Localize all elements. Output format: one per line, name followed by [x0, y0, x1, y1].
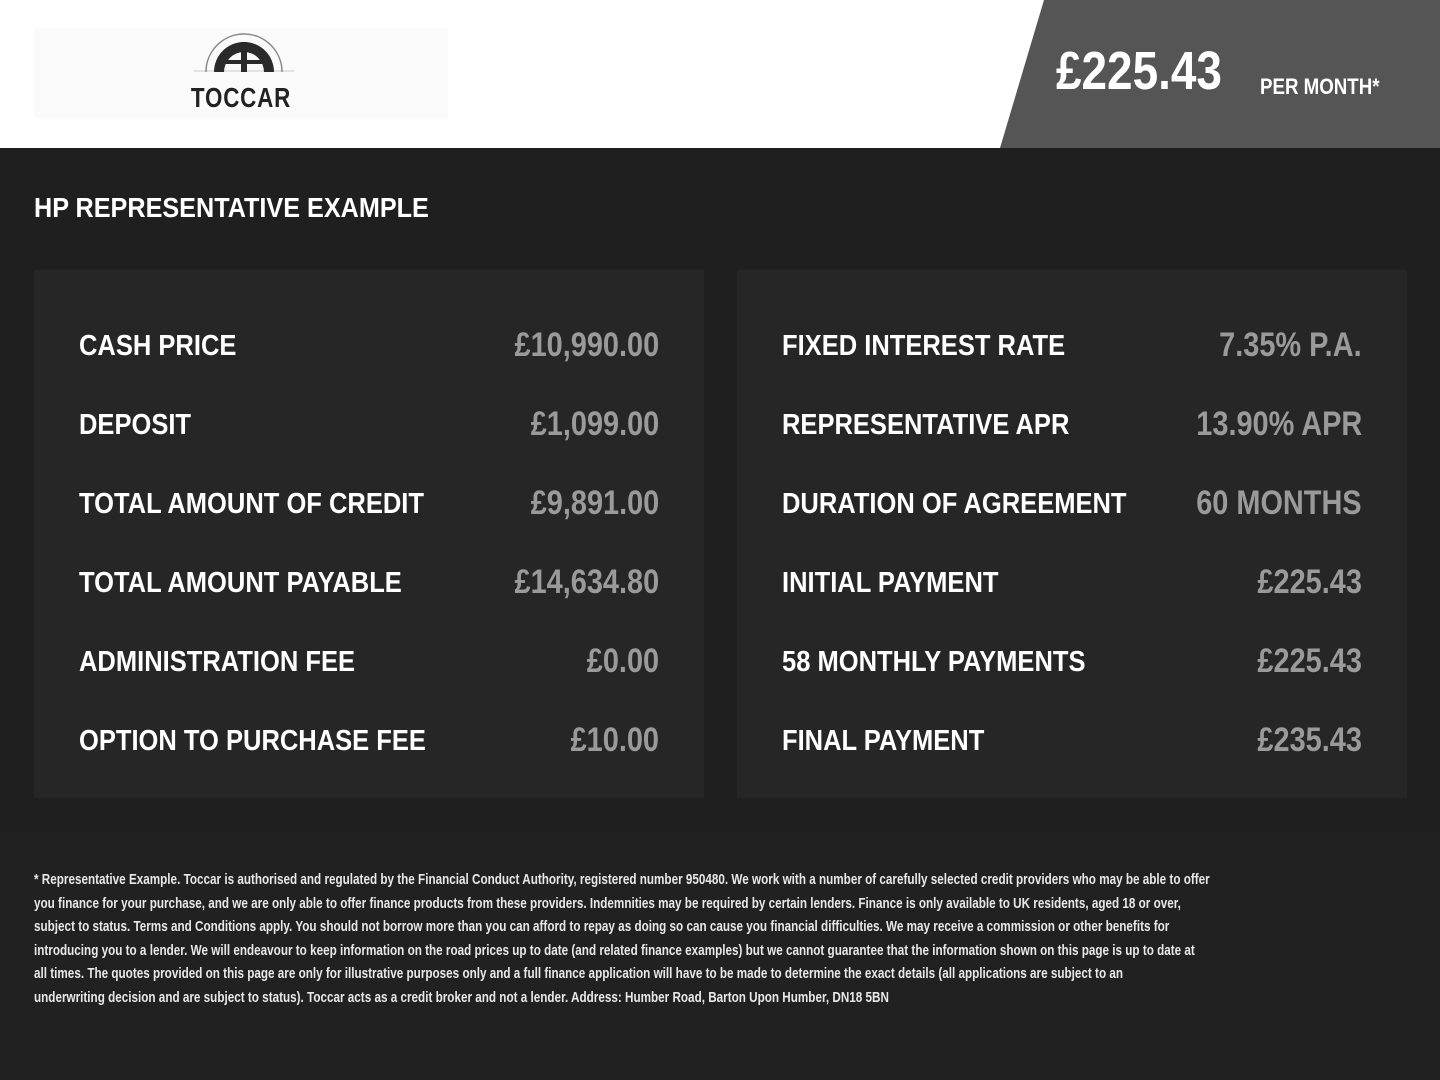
finance-value: £0.00	[586, 642, 659, 680]
finance-row: TOTAL AMOUNT PAYABLE £14,634.80	[79, 563, 659, 607]
finance-value: £10,990.00	[514, 326, 659, 364]
disclaimer-line: all times. The quotes provided on this p…	[34, 965, 1124, 983]
finance-panel-left: CASH PRICE £10,990.00 DEPOSIT £1,099.00 TOTA…	[34, 270, 704, 798]
section-title: HP REPRESENTATIVE EXAMPLE	[34, 192, 429, 223]
finance-label: REPRESENTATIVE APR	[782, 409, 1070, 441]
finance-value: £14,634.80	[514, 563, 659, 601]
disclaimer-line: introducing you to a lender. We will end…	[34, 941, 1195, 959]
finance-value: £235.43	[1257, 721, 1362, 759]
finance-label: TOTAL AMOUNT OF CREDIT	[79, 488, 424, 520]
finance-label: DEPOSIT	[79, 409, 192, 441]
finance-label: OPTION TO PURCHASE FEE	[79, 725, 426, 757]
finance-row: DEPOSIT £1,099.00	[79, 405, 659, 449]
finance-value: £225.43	[1257, 642, 1362, 680]
finance-row: ADMINISTRATION FEE £0.00	[79, 642, 659, 686]
disclaimer-line: subject to status. Terms and Conditions …	[34, 918, 1170, 936]
finance-label: ADMINISTRATION FEE	[79, 646, 355, 678]
finance-row: FIXED INTEREST RATE 7.35% P.A.	[782, 326, 1362, 370]
finance-row: OPTION TO PURCHASE FEE £10.00	[79, 721, 659, 765]
header: TOCCAR £225.43 PER MONTH*	[0, 0, 1440, 148]
finance-label: CASH PRICE	[79, 330, 237, 362]
finance-label: FIXED INTEREST RATE	[782, 330, 1066, 362]
disclaimer-text: * Representative Example. Toccar is auth…	[34, 868, 1440, 1010]
finance-row: CASH PRICE £10,990.00	[79, 326, 659, 370]
finance-value: £1,099.00	[530, 405, 659, 443]
finance-row: FINAL PAYMENT £235.43	[782, 721, 1362, 765]
finance-value: £225.43	[1257, 563, 1362, 601]
finance-value: £10.00	[570, 721, 659, 759]
disclaimer-footer: * Representative Example. Toccar is auth…	[0, 832, 1440, 1080]
finance-label: DURATION OF AGREEMENT	[782, 488, 1127, 520]
finance-row: REPRESENTATIVE APR 13.90% APR	[782, 405, 1362, 449]
finance-row: DURATION OF AGREEMENT 60 MONTHS	[782, 484, 1362, 528]
finance-label: FINAL PAYMENT	[782, 725, 985, 757]
finance-panel-right: FIXED INTEREST RATE 7.35% P.A. REPRESENTAT…	[737, 270, 1407, 798]
finance-value: 60 MONTHS	[1196, 484, 1362, 522]
finance-label: 58 MONTHLY PAYMENTS	[782, 646, 1086, 678]
finance-row: INITIAL PAYMENT £225.43	[782, 563, 1362, 607]
price-banner	[1000, 0, 1440, 148]
finance-value: £9,891.00	[530, 484, 659, 522]
disclaimer-line: underwriting decision and are subject to…	[34, 988, 889, 1006]
toccar-logo[interactable]: TOCCAR	[34, 28, 448, 118]
finance-label: TOTAL AMOUNT PAYABLE	[79, 567, 402, 599]
finance-label: INITIAL PAYMENT	[782, 567, 999, 599]
finance-value: 13.90% APR	[1195, 405, 1362, 443]
logo-text: TOCCAR	[190, 82, 292, 113]
wheel-logo-icon	[194, 33, 294, 73]
finance-value: 7.35% P.A.	[1219, 326, 1362, 364]
per-month-label: PER MONTH*	[1260, 74, 1380, 99]
finance-row: TOTAL AMOUNT OF CREDIT £9,891.00	[79, 484, 659, 528]
monthly-price: £225.43	[1056, 41, 1222, 101]
finance-row: 58 MONTHLY PAYMENTS £225.43	[782, 642, 1362, 686]
disclaimer-line: * Representative Example. Toccar is auth…	[34, 871, 1210, 888]
disclaimer-line: you finance for your purchase, and we ar…	[34, 894, 1181, 912]
